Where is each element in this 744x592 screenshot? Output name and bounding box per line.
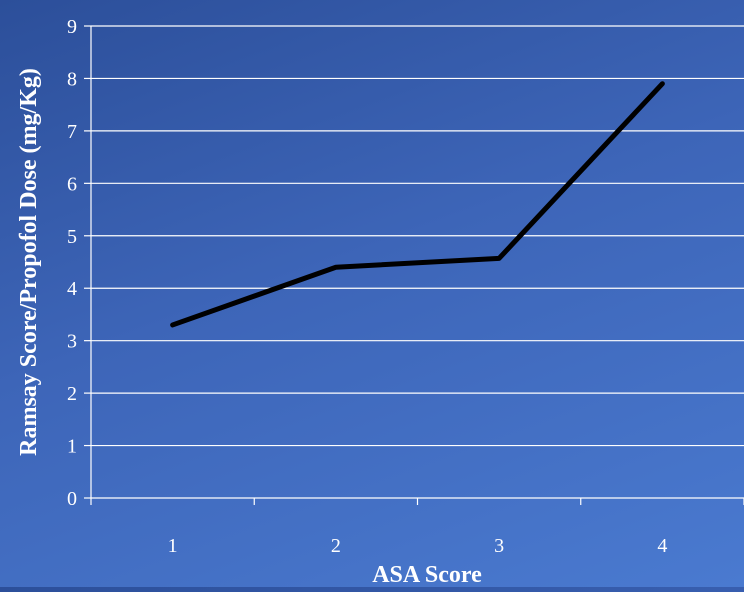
y-tick-label-3: 3 [67, 331, 77, 353]
data-point-1 [172, 324, 174, 326]
x-tick-label-4: 4 [657, 535, 667, 557]
y-axis-title: Ramsay Score/Propofol Dose (mg/Kg) [16, 68, 42, 456]
gridlines [91, 25, 744, 447]
x-axis-title: ASA Score [372, 562, 482, 587]
data-point-2 [335, 266, 337, 268]
series-layer [170, 81, 665, 328]
y-tick-label-2: 2 [67, 383, 77, 405]
x-tick-label-3: 3 [494, 535, 504, 557]
y-tick-label-8: 8 [67, 68, 77, 90]
y-tick-label-0: 0 [67, 488, 77, 510]
y-tick-labels: 0 1 2 3 4 5 6 7 8 9 [67, 16, 77, 510]
data-point-4 [661, 83, 663, 85]
y-tick-label-5: 5 [67, 226, 77, 248]
x-tick-labels: 1 2 3 4 [168, 535, 668, 557]
y-tick-label-4: 4 [67, 278, 77, 300]
y-tick-label-7: 7 [67, 121, 77, 143]
x-tick-label-2: 2 [331, 535, 341, 557]
data-point-3 [498, 257, 500, 259]
series-line-0 [170, 81, 665, 328]
y-tick-label-6: 6 [67, 173, 77, 195]
axes [84, 25, 744, 505]
x-tick-label-1: 1 [168, 535, 178, 557]
y-tick-label-9: 9 [67, 16, 77, 38]
y-tick-label-1: 1 [67, 436, 77, 458]
